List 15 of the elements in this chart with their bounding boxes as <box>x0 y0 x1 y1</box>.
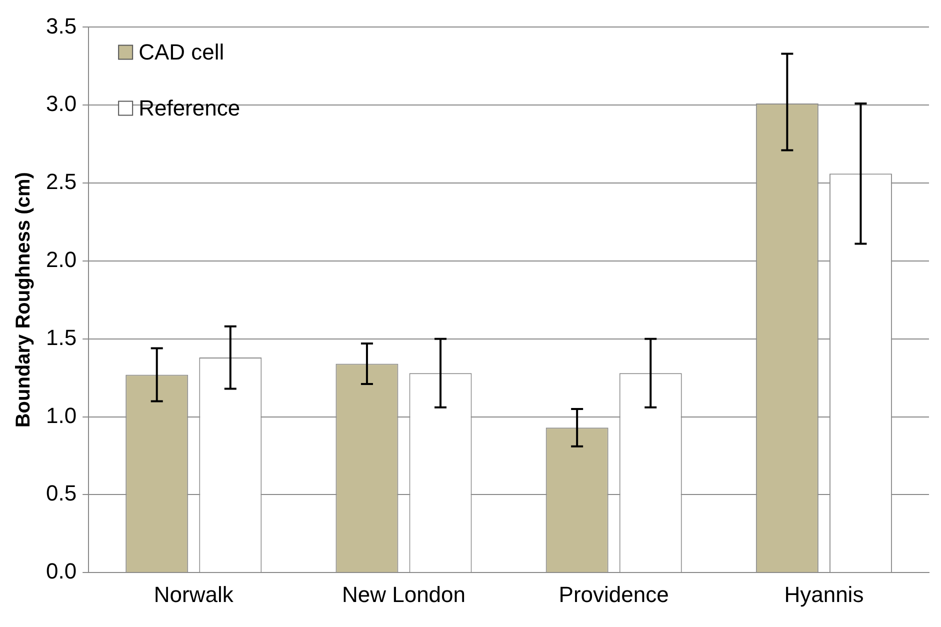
y-tick-label: 1.5 <box>46 324 77 350</box>
y-tick-label: 3.5 <box>46 13 77 38</box>
x-tick-label: Hyannis <box>784 582 864 607</box>
y-tick-label: 2.0 <box>46 247 77 272</box>
y-tick-label: 2.5 <box>46 169 77 194</box>
x-tick-label: New London <box>342 582 466 607</box>
legend-label: CAD cell <box>138 39 224 64</box>
legend-label: Reference <box>138 95 240 120</box>
y-tick-label: 0.5 <box>46 480 77 506</box>
x-tick-label: Norwalk <box>154 582 234 607</box>
x-tick-label: Providence <box>558 582 669 607</box>
y-axis-title: Boundary Roughness (cm) <box>12 172 35 428</box>
y-tick-label: 1.0 <box>46 402 77 428</box>
y-tick-label: 3.0 <box>46 91 77 116</box>
y-tick-label: 0.0 <box>46 558 77 584</box>
